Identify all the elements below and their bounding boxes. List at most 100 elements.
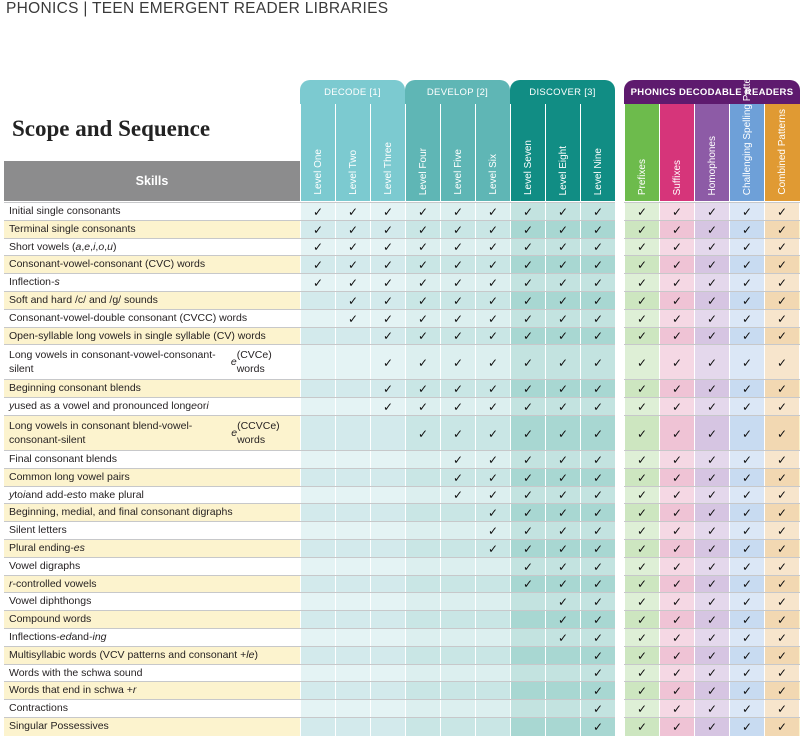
check-mark-icon: ✓ xyxy=(624,504,659,523)
check-cell xyxy=(335,451,370,469)
check-mark-icon: ✓ xyxy=(510,557,545,576)
check-mark-icon: ✓ xyxy=(440,451,475,469)
skill-name: Beginning consonant blends xyxy=(9,382,141,395)
check-cell xyxy=(335,593,370,612)
check-mark-icon: ✓ xyxy=(405,274,440,292)
check-mark-icon: ✓ xyxy=(764,504,799,523)
check-cell xyxy=(300,575,335,594)
check-mark-icon: ✓ xyxy=(545,380,580,399)
check-mark-icon: ✓ xyxy=(440,416,475,451)
check-mark-icon: ✓ xyxy=(729,238,764,257)
check-mark-icon: ✓ xyxy=(694,274,729,292)
check-cell xyxy=(510,664,545,683)
check-cell xyxy=(370,486,405,505)
table-row: Consonant-vowel-consonant (CVC) words ✓ ✓ ✓… xyxy=(4,255,800,275)
check-mark-icon: ✓ xyxy=(440,292,475,310)
column-header-combined-patterns: Combined Patterns xyxy=(764,104,800,201)
check-mark-icon: ✓ xyxy=(510,380,545,399)
skills-column-header: Skills xyxy=(4,161,300,201)
skill-name: Open-syllable long vowels in single syll… xyxy=(9,329,266,342)
check-mark-icon: ✓ xyxy=(659,203,694,221)
check-mark-icon: ✓ xyxy=(764,522,799,540)
check-mark-icon: ✓ xyxy=(300,238,335,257)
check-mark-icon: ✓ xyxy=(475,256,510,275)
check-cell xyxy=(335,664,370,683)
check-cell xyxy=(405,700,440,718)
check-mark-icon: ✓ xyxy=(659,504,694,523)
check-mark-icon: ✓ xyxy=(624,486,659,505)
check-mark-icon: ✓ xyxy=(510,416,545,451)
check-mark-icon: ✓ xyxy=(694,629,729,647)
check-cell xyxy=(335,718,370,736)
skill-name: Common long vowel pairs xyxy=(9,470,130,483)
skill-name: Consonant-vowel-double consonant (CVCC) … xyxy=(9,311,248,324)
check-cell xyxy=(405,575,440,594)
check-mark-icon: ✓ xyxy=(694,398,729,416)
check-mark-icon: ✓ xyxy=(440,309,475,328)
check-mark-icon: ✓ xyxy=(580,646,615,665)
table-row: Common long vowel pairs ✓ ✓ ✓ ✓ ✓ ✓ ✓ ✓ ✓ ✓ xyxy=(4,467,800,487)
check-mark-icon: ✓ xyxy=(764,327,799,346)
check-cell xyxy=(370,718,405,736)
check-mark-icon: ✓ xyxy=(729,468,764,487)
check-cell xyxy=(370,664,405,683)
check-mark-icon: ✓ xyxy=(624,682,659,701)
check-mark-icon: ✓ xyxy=(729,345,764,381)
check-mark-icon: ✓ xyxy=(475,345,510,381)
skill-name: Words that end in schwa + r xyxy=(9,684,137,697)
column-header-level-eight: Level Eight xyxy=(545,104,582,201)
check-mark-icon: ✓ xyxy=(624,292,659,310)
check-mark-icon: ✓ xyxy=(694,327,729,346)
check-mark-icon: ✓ xyxy=(729,327,764,346)
column-header-label: Level Eight xyxy=(557,145,569,195)
check-mark-icon: ✓ xyxy=(545,504,580,523)
check-mark-icon: ✓ xyxy=(475,380,510,399)
skill-name: Short vowels (a, e, i, o, u) xyxy=(9,240,117,253)
check-mark-icon: ✓ xyxy=(580,451,615,469)
check-cell xyxy=(335,522,370,540)
check-mark-icon: ✓ xyxy=(694,718,729,736)
column-header-level-three: Level Three xyxy=(370,104,407,201)
check-mark-icon: ✓ xyxy=(405,380,440,399)
check-cell xyxy=(545,682,580,701)
skill-name: y to i and add -es to make plural xyxy=(9,488,144,501)
table-row: Compound words ✓ ✓ ✓ ✓ ✓ ✓ ✓ xyxy=(4,610,800,629)
check-mark-icon: ✓ xyxy=(659,309,694,328)
skill-name: Consonant-vowel-consonant (CVC) words xyxy=(9,258,206,271)
check-cell xyxy=(510,629,545,647)
check-mark-icon: ✓ xyxy=(694,486,729,505)
check-mark-icon: ✓ xyxy=(694,220,729,239)
check-mark-icon: ✓ xyxy=(580,540,615,558)
check-mark-icon: ✓ xyxy=(335,292,370,310)
table-row: y used as a vowel and pronounced long e … xyxy=(4,397,800,416)
check-cell xyxy=(405,718,440,736)
check-mark-icon: ✓ xyxy=(729,486,764,505)
table-row: Contractions ✓ ✓ ✓ ✓ ✓ ✓ xyxy=(4,699,800,718)
table-row: Initial single consonants ✓ ✓ ✓ ✓ ✓ ✓ ✓ ✓ ✓ ✓ ✓ ✓ ✓ ✓ xyxy=(4,202,800,221)
group-discover: DISCOVER [3] xyxy=(510,80,615,104)
check-mark-icon: ✓ xyxy=(729,504,764,523)
check-mark-icon: ✓ xyxy=(510,292,545,310)
check-mark-icon: ✓ xyxy=(694,504,729,523)
check-mark-icon: ✓ xyxy=(764,664,799,683)
check-mark-icon: ✓ xyxy=(580,256,615,275)
check-mark-icon: ✓ xyxy=(694,380,729,399)
check-cell xyxy=(300,504,335,523)
check-mark-icon: ✓ xyxy=(545,486,580,505)
skill-name: Final consonant blends xyxy=(9,453,117,466)
column-header-level-one: Level One xyxy=(300,104,337,201)
check-mark-icon: ✓ xyxy=(580,504,615,523)
page-title: Scope and Sequence xyxy=(12,116,211,141)
check-mark-icon: ✓ xyxy=(624,522,659,540)
check-mark-icon: ✓ xyxy=(694,451,729,469)
check-cell xyxy=(300,646,335,665)
skill-name: Long vowels in consonant blend-vowel-con… xyxy=(9,419,280,446)
column-header-label: Level Three xyxy=(382,142,394,195)
check-mark-icon: ✓ xyxy=(624,646,659,665)
check-mark-icon: ✓ xyxy=(729,522,764,540)
check-mark-icon: ✓ xyxy=(729,309,764,328)
check-mark-icon: ✓ xyxy=(694,540,729,558)
check-mark-icon: ✓ xyxy=(764,380,799,399)
check-mark-icon: ✓ xyxy=(510,575,545,594)
check-mark-icon: ✓ xyxy=(624,220,659,239)
